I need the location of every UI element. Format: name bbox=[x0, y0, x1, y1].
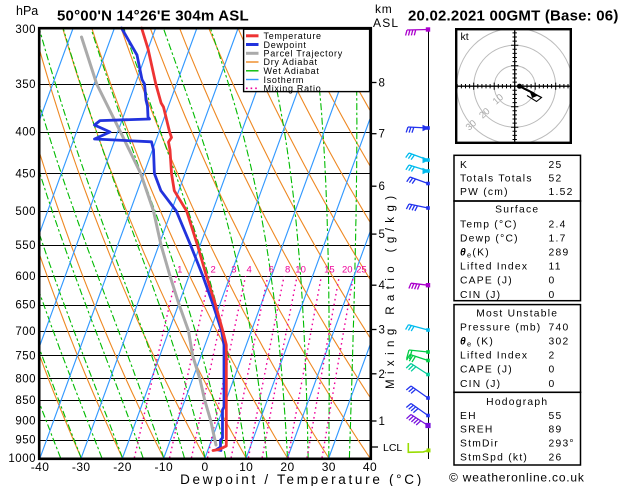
svg-text:1: 1 bbox=[177, 265, 182, 276]
svg-text:4: 4 bbox=[379, 280, 386, 292]
svg-text:StmSpd (kt): StmSpd (kt) bbox=[460, 452, 528, 463]
svg-text:Surface: Surface bbox=[495, 205, 539, 216]
svg-text:0: 0 bbox=[549, 379, 556, 390]
svg-text:Most Unstable: Most Unstable bbox=[476, 309, 558, 320]
svg-text:SREH: SREH bbox=[460, 425, 494, 436]
svg-text:8: 8 bbox=[285, 265, 290, 276]
svg-text:6: 6 bbox=[269, 265, 274, 276]
svg-text:2: 2 bbox=[549, 351, 556, 362]
svg-text:-30: -30 bbox=[72, 460, 91, 474]
svg-text:600: 600 bbox=[15, 271, 36, 283]
svg-text:-20: -20 bbox=[113, 460, 132, 474]
svg-text:89: 89 bbox=[549, 425, 563, 436]
svg-text:θe(K): θe(K) bbox=[460, 248, 490, 260]
svg-text:289: 289 bbox=[549, 248, 570, 259]
svg-text:40: 40 bbox=[363, 460, 377, 474]
svg-text:740: 740 bbox=[549, 323, 570, 334]
svg-text:700: 700 bbox=[15, 326, 36, 338]
svg-text:0: 0 bbox=[201, 460, 208, 474]
svg-text:52: 52 bbox=[549, 173, 563, 184]
svg-text:Wet Adiabat: Wet Adiabat bbox=[264, 66, 320, 76]
svg-text:0: 0 bbox=[549, 365, 556, 376]
svg-text:kt: kt bbox=[461, 31, 469, 43]
svg-text:Totals Totals: Totals Totals bbox=[460, 173, 533, 184]
svg-text:Dewp (°C): Dewp (°C) bbox=[460, 234, 519, 245]
svg-text:Mixing Ratio: Mixing Ratio bbox=[264, 84, 322, 94]
svg-text:PW (cm): PW (cm) bbox=[460, 187, 509, 198]
svg-text:7: 7 bbox=[379, 129, 385, 141]
svg-text:10: 10 bbox=[295, 265, 306, 276]
svg-text:50°00'N 14°26'E 304m ASL: 50°00'N 14°26'E 304m ASL bbox=[57, 8, 249, 25]
svg-text:Lifted Index: Lifted Index bbox=[460, 262, 528, 273]
svg-text:6: 6 bbox=[379, 181, 385, 193]
svg-text:5: 5 bbox=[379, 229, 385, 241]
svg-text:25: 25 bbox=[356, 265, 367, 276]
svg-text:1.52: 1.52 bbox=[549, 187, 574, 198]
svg-text:Parcel Trajectory: Parcel Trajectory bbox=[264, 49, 343, 59]
svg-text:km: km bbox=[375, 2, 393, 16]
svg-text:K: K bbox=[460, 160, 468, 171]
svg-text:55: 55 bbox=[549, 411, 563, 422]
svg-text:EH: EH bbox=[460, 411, 477, 422]
svg-text:550: 550 bbox=[15, 240, 36, 252]
svg-text:CAPE (J): CAPE (J) bbox=[460, 365, 513, 376]
svg-text:400: 400 bbox=[15, 127, 36, 139]
svg-text:Temperature: Temperature bbox=[264, 31, 322, 41]
svg-text:750: 750 bbox=[15, 351, 36, 363]
svg-text:2.4: 2.4 bbox=[549, 220, 567, 231]
svg-text:26: 26 bbox=[549, 452, 563, 463]
svg-text:Pressure (mb): Pressure (mb) bbox=[460, 323, 541, 334]
svg-text:300: 300 bbox=[15, 24, 36, 36]
svg-text:11: 11 bbox=[549, 262, 562, 273]
svg-text:2: 2 bbox=[379, 369, 385, 381]
svg-text:950: 950 bbox=[15, 435, 36, 447]
svg-text:302: 302 bbox=[549, 337, 570, 348]
svg-text:4: 4 bbox=[246, 265, 251, 276]
svg-text:8: 8 bbox=[379, 78, 385, 90]
svg-text:450: 450 bbox=[15, 169, 36, 181]
svg-text:10: 10 bbox=[239, 460, 253, 474]
svg-text:20: 20 bbox=[342, 265, 353, 276]
svg-text:Dewpoint / Temperature (°C): Dewpoint / Temperature (°C) bbox=[180, 472, 424, 486]
svg-text:800: 800 bbox=[15, 374, 36, 386]
svg-text:θe (K): θe (K) bbox=[460, 337, 494, 349]
svg-text:hPa: hPa bbox=[16, 4, 38, 18]
svg-text:ASL: ASL bbox=[373, 16, 399, 30]
svg-text:Hodograph: Hodograph bbox=[486, 397, 548, 408]
svg-text:30: 30 bbox=[322, 460, 336, 474]
svg-text:850: 850 bbox=[15, 395, 36, 407]
svg-text:CIN (J): CIN (J) bbox=[460, 290, 501, 301]
svg-text:900: 900 bbox=[15, 416, 36, 428]
svg-text:-40: -40 bbox=[31, 460, 50, 474]
svg-text:0: 0 bbox=[549, 276, 556, 287]
svg-text:20.02.2021 00GMT (Base: 06): 20.02.2021 00GMT (Base: 06) bbox=[408, 8, 619, 25]
svg-text:Isotherm: Isotherm bbox=[264, 75, 305, 85]
svg-text:20: 20 bbox=[280, 460, 294, 474]
svg-text:-10: -10 bbox=[155, 460, 174, 474]
svg-text:3: 3 bbox=[379, 325, 385, 337]
svg-text:© weatheronline.co.uk: © weatheronline.co.uk bbox=[449, 471, 585, 485]
svg-text:StmDir: StmDir bbox=[460, 439, 499, 450]
svg-text:1: 1 bbox=[379, 416, 385, 428]
svg-text:650: 650 bbox=[15, 300, 36, 312]
svg-text:1.7: 1.7 bbox=[549, 234, 567, 245]
svg-text:25: 25 bbox=[549, 160, 563, 171]
svg-text:Mixing Ratio (g/kg): Mixing Ratio (g/kg) bbox=[385, 191, 397, 389]
svg-text:Temp (°C): Temp (°C) bbox=[460, 220, 518, 231]
svg-text:Lifted Index: Lifted Index bbox=[460, 351, 528, 362]
svg-text:350: 350 bbox=[15, 79, 36, 91]
svg-text:CAPE (J): CAPE (J) bbox=[460, 276, 513, 287]
svg-text:LCL: LCL bbox=[383, 442, 402, 454]
svg-text:Dewpoint: Dewpoint bbox=[264, 40, 307, 50]
svg-text:2: 2 bbox=[211, 265, 216, 276]
svg-text:3: 3 bbox=[231, 265, 236, 276]
svg-text:CIN (J): CIN (J) bbox=[460, 379, 501, 390]
svg-text:1000: 1000 bbox=[8, 453, 36, 465]
svg-text:15: 15 bbox=[324, 265, 335, 276]
svg-text:500: 500 bbox=[15, 206, 36, 218]
svg-text:0: 0 bbox=[549, 290, 556, 301]
svg-text:Dry Adiabat: Dry Adiabat bbox=[264, 57, 318, 67]
svg-text:293°: 293° bbox=[549, 439, 575, 450]
